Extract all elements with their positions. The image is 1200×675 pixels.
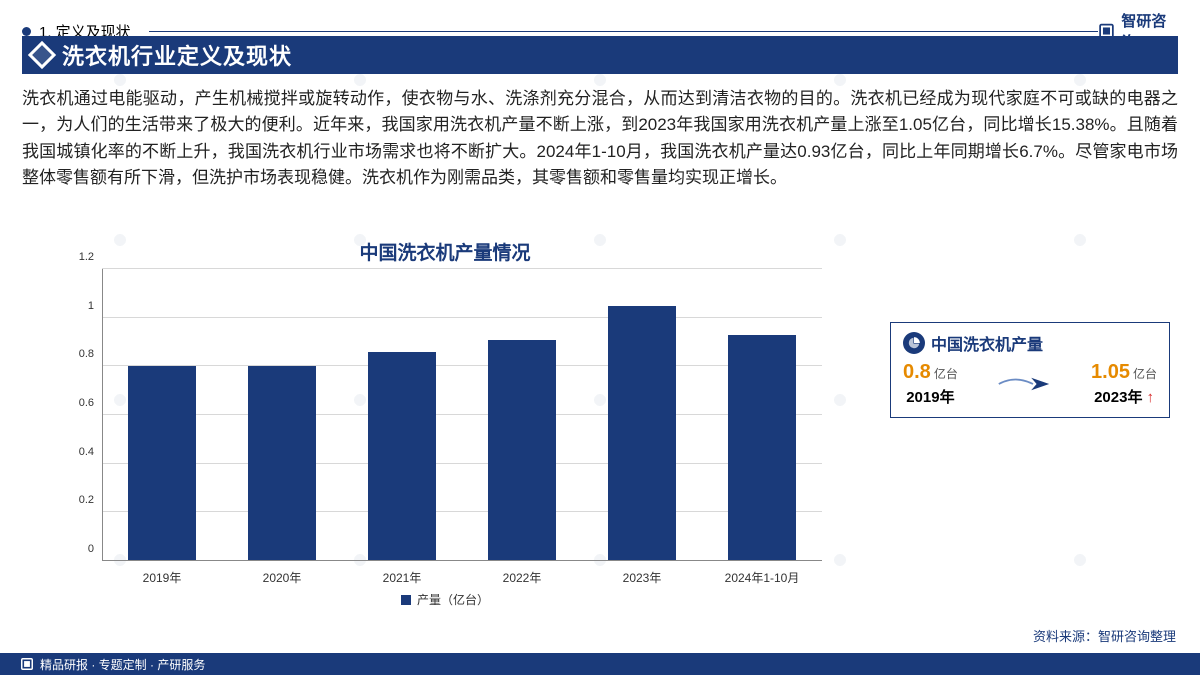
callout-title: 中国洗衣机产量 (931, 331, 1043, 355)
bar-slot (702, 269, 822, 561)
callout-start: 0.8亿台 2019年 (903, 361, 958, 407)
callout-end-value: 1.05 (1091, 361, 1130, 383)
bar (248, 366, 315, 561)
chart-pie-icon (903, 332, 925, 354)
callout-end-year: 2023年↑ (1091, 386, 1157, 407)
footer-bar: 精品研报 · 专题定制 · 产研服务 (0, 653, 1200, 675)
callout-end: 1.05亿台 2023年↑ (1091, 361, 1157, 407)
breadcrumb-rule (149, 31, 1099, 32)
ytick: 1.2 (79, 251, 94, 263)
callout-start-value: 0.8 (903, 361, 931, 383)
ytick: 1 (88, 300, 94, 312)
breadcrumb-dot-icon (22, 27, 31, 36)
chart-legend: 产量（亿台） (60, 591, 830, 608)
bar (488, 340, 555, 561)
section-title-band: 洗衣机行业定义及现状 (22, 36, 1178, 74)
chart-xaxis-line (102, 560, 822, 561)
callout-header: 中国洗衣机产量 (903, 331, 1157, 355)
callout-end-unit: 亿台 (1133, 367, 1157, 381)
arrow-right-icon (997, 370, 1051, 398)
chart-title: 中国洗衣机产量情况 (60, 238, 830, 265)
section-title: 洗衣机行业定义及现状 (62, 39, 292, 71)
bar-slot (222, 269, 342, 561)
xtick: 2023年 (582, 563, 702, 589)
diamond-icon (28, 41, 56, 69)
callout-start-year: 2019年 (903, 386, 958, 407)
ytick: 0.2 (79, 494, 94, 506)
bar-slot (582, 269, 702, 561)
xtick: 2020年 (222, 563, 342, 589)
xtick: 2024年1-10月 (702, 563, 822, 589)
ytick: 0 (88, 543, 94, 555)
footer-logo-icon (20, 657, 34, 671)
bar-slot (102, 269, 222, 561)
ytick: 0.4 (79, 446, 94, 458)
bar (368, 352, 435, 561)
chart-bars (102, 269, 822, 561)
chart-region: 中国洗衣机产量情况 00.20.40.60.811.2 2019年2020年20… (60, 238, 830, 628)
bar-slot (462, 269, 582, 561)
chart-plot: 00.20.40.60.811.2 2019年2020年2021年2022年20… (60, 269, 830, 589)
xtick: 2019年 (102, 563, 222, 589)
legend-label: 产量（亿台） (417, 591, 489, 608)
callout-box: 中国洗衣机产量 0.8亿台 2019年 1.05亿台 2023年↑ (890, 322, 1170, 418)
legend-swatch (401, 595, 411, 605)
footer-text: 精品研报 · 专题定制 · 产研服务 (40, 656, 205, 673)
bar (128, 366, 195, 561)
chart-yaxis: 00.20.40.60.811.2 (60, 269, 98, 561)
bar (608, 306, 675, 562)
bar (728, 335, 795, 561)
up-arrow-icon: ↑ (1146, 389, 1154, 406)
ytick: 0.6 (79, 397, 94, 409)
callout-body: 0.8亿台 2019年 1.05亿台 2023年↑ (903, 361, 1157, 407)
body-paragraph: 洗衣机通过电能驱动，产生机械搅拌或旋转动作，使衣物与水、洗涤剂充分混合，从而达到… (22, 86, 1178, 191)
chart-xticks: 2019年2020年2021年2022年2023年2024年1-10月 (102, 563, 822, 589)
xtick: 2022年 (462, 563, 582, 589)
ytick: 0.8 (79, 348, 94, 360)
callout-start-unit: 亿台 (934, 367, 958, 381)
xtick: 2021年 (342, 563, 462, 589)
source-attribution: 资料来源：智研咨询整理 (1033, 626, 1176, 645)
bar-slot (342, 269, 462, 561)
